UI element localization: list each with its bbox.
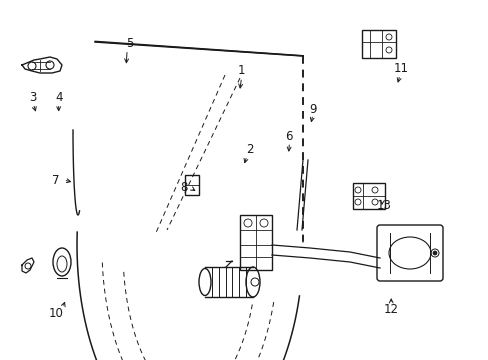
Text: 12: 12 xyxy=(383,303,398,316)
Text: 11: 11 xyxy=(393,62,407,75)
Circle shape xyxy=(432,251,436,255)
Text: 3: 3 xyxy=(29,91,37,104)
Text: 1: 1 xyxy=(237,64,245,77)
Text: 4: 4 xyxy=(55,91,62,104)
Bar xyxy=(184,175,199,195)
Text: 10: 10 xyxy=(49,307,63,320)
Text: 6: 6 xyxy=(284,130,292,143)
Text: 5: 5 xyxy=(125,37,133,50)
Text: 7: 7 xyxy=(52,174,60,186)
Text: 9: 9 xyxy=(308,103,316,116)
Text: 2: 2 xyxy=(245,143,253,156)
Bar xyxy=(240,215,271,270)
Bar xyxy=(361,30,395,58)
Text: 13: 13 xyxy=(376,199,390,212)
Text: 8: 8 xyxy=(180,181,187,194)
